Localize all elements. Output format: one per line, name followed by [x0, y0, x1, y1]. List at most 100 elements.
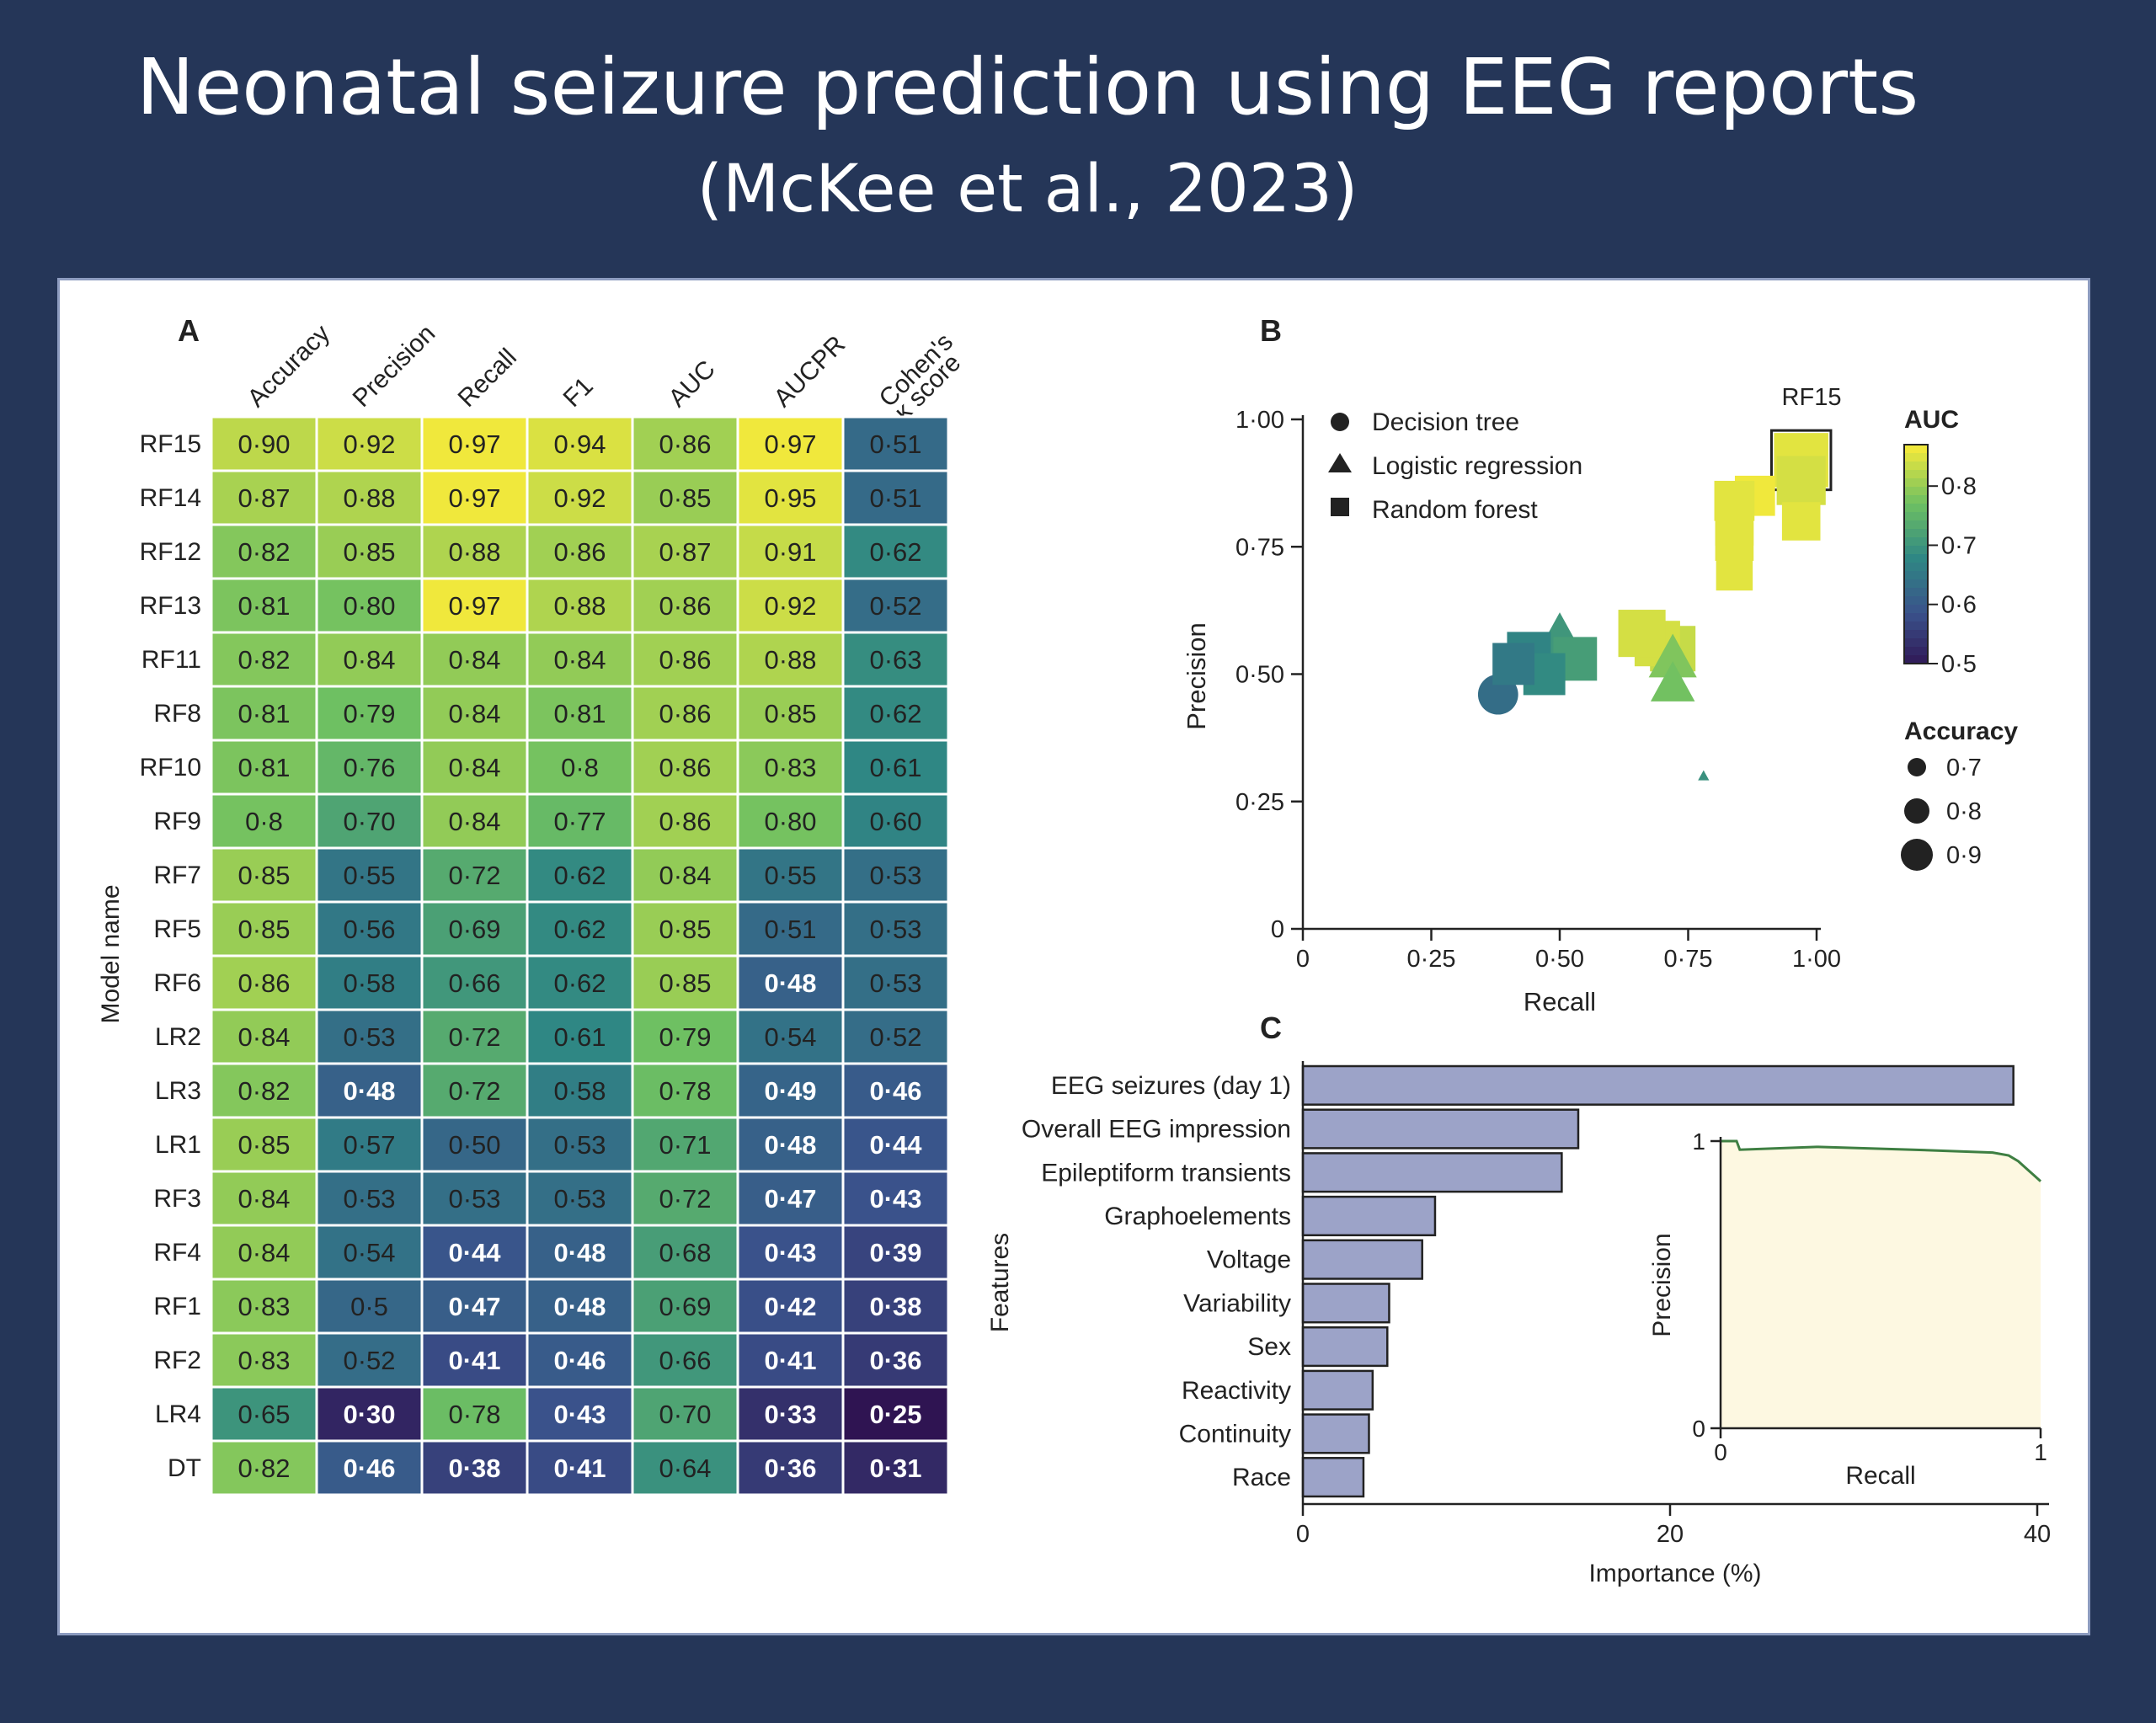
heatmap-cell: [736, 469, 845, 526]
row-label: RF7: [153, 862, 201, 889]
y-axis-label: Precision: [1182, 622, 1211, 730]
heatmap-cell: [841, 685, 950, 742]
row-label: RF4: [153, 1239, 201, 1267]
cell-value: 0·97: [448, 429, 500, 459]
cell-value: 0·33: [764, 1400, 816, 1429]
cell-value: 0·71: [659, 1130, 711, 1160]
scatter-point: [1781, 502, 1821, 541]
heatmap-cell: [315, 631, 424, 688]
cell-value: 0·94: [553, 429, 606, 459]
heatmap-cell: [841, 1385, 950, 1443]
heatmap-cell: [420, 1278, 529, 1335]
cell-value: 0·70: [343, 807, 395, 836]
colorbar-border: [1903, 444, 1929, 664]
cell-value: 0·41: [448, 1346, 500, 1375]
cell-value: 0·79: [343, 699, 395, 728]
heatmap-cell: [420, 1116, 529, 1173]
feature-label: Continuity: [1179, 1420, 1291, 1448]
cell-value: 0·25: [869, 1400, 921, 1429]
heatmap-cell: [315, 846, 424, 904]
cell-value: 0·84: [343, 645, 395, 675]
cell-value: 0·52: [343, 1346, 395, 1375]
row-label: RF1: [153, 1293, 201, 1320]
column-header: Precision: [348, 319, 441, 413]
cell-value: 0·92: [343, 429, 395, 459]
cell-value: 0·87: [659, 537, 711, 567]
colorbar-segment: [1904, 537, 1928, 547]
heatmap-cell: [841, 1278, 950, 1335]
heatmap-cell: [210, 792, 318, 850]
cell-value: 0·69: [448, 915, 500, 944]
legend-shape-label: Decision tree: [1372, 408, 1519, 436]
cell-value: 0·88: [343, 483, 395, 513]
cell-value: 0·84: [237, 1238, 290, 1267]
cell-value: 0·97: [448, 591, 500, 621]
x-tick-label: 0: [1296, 946, 1310, 973]
heatmap-cell: [526, 1385, 634, 1443]
heatmap-cell: [841, 739, 950, 796]
legend-square-icon: [1331, 498, 1349, 516]
cell-value: 0·79: [659, 1022, 711, 1052]
colorbar-segment: [1904, 529, 1928, 538]
panel-c-bars: C EEG seizures (day 1) Overall EEG impress…: [986, 1011, 2051, 1587]
row-label: DT: [168, 1454, 201, 1482]
cell-value: 0·84: [659, 861, 711, 890]
cell-value: 0·84: [448, 753, 500, 782]
x-axis-label: Recall: [1524, 987, 1596, 1016]
colorbar-segment: [1904, 495, 1928, 504]
feature-label: Overall EEG impression: [1022, 1116, 1291, 1144]
importance-bar: [1301, 1152, 1563, 1193]
colorbar-segment: [1904, 579, 1928, 589]
c-x-axis-label: Importance (%): [1588, 1560, 1761, 1587]
cell-value: 0·48: [553, 1292, 606, 1321]
row-label: LR1: [155, 1131, 201, 1159]
heatmap-cell: [841, 523, 950, 580]
colorbar-segment: [1904, 613, 1928, 622]
heatmap-cell: [631, 1116, 739, 1173]
inset-x-tick-label: 1: [2034, 1439, 2047, 1465]
cell-value: 0·53: [343, 1184, 395, 1214]
cell-value: 0·65: [237, 1400, 290, 1429]
cell-value: 0·66: [659, 1346, 711, 1375]
cell-value: 0·86: [659, 753, 711, 782]
cell-value: 0·55: [343, 861, 395, 890]
cell-value: 0·83: [764, 753, 816, 782]
feature-label: Reactivity: [1182, 1377, 1291, 1405]
accuracy-legend-dot: [1904, 798, 1929, 824]
cell-value: 0·72: [448, 1022, 500, 1052]
cell-value: 0·53: [869, 968, 921, 998]
row-label: RF11: [141, 646, 201, 674]
cell-value: 0·62: [553, 915, 606, 944]
colorbar-tick-label: 0·8: [1941, 473, 1977, 500]
row-label: RF6: [153, 969, 201, 997]
heatmap-cell: [420, 792, 529, 850]
cell-value: 0·43: [553, 1400, 606, 1429]
heatmap-cell: [841, 577, 950, 634]
heatmap-cell: [841, 1008, 950, 1065]
cell-value: 0·38: [448, 1454, 500, 1483]
heatmap-cell: [736, 1278, 845, 1335]
importance-bar: [1301, 1457, 1365, 1498]
heatmap-cell: [526, 1439, 634, 1496]
heatmap-cell: [631, 1439, 739, 1496]
panel-c-letter: C: [1260, 1011, 1282, 1045]
accuracy-legend-title: Accuracy: [1904, 717, 2018, 745]
cell-value: 0·51: [869, 429, 921, 459]
colorbar-segment: [1904, 546, 1928, 555]
importance-bar: [1301, 1064, 2015, 1106]
cell-value: 0·85: [237, 861, 290, 890]
cell-value: 0·39: [869, 1238, 921, 1267]
colorbar-segment: [1904, 563, 1928, 572]
heatmap-cell: [736, 577, 845, 634]
cell-value: 0·52: [869, 591, 921, 621]
heatmap-cell: [526, 523, 634, 580]
colorbar-segment: [1904, 630, 1928, 639]
row-label: RF14: [140, 484, 201, 512]
y-tick-label: 0: [1271, 916, 1284, 943]
row-label: RF15: [140, 430, 201, 458]
heatmap-cell: [315, 1331, 424, 1389]
heatmap-cell: [315, 1008, 424, 1065]
cell-value: 0·68: [659, 1238, 711, 1267]
colorbar-segment: [1904, 596, 1928, 605]
cell-value: 0·41: [553, 1454, 606, 1483]
